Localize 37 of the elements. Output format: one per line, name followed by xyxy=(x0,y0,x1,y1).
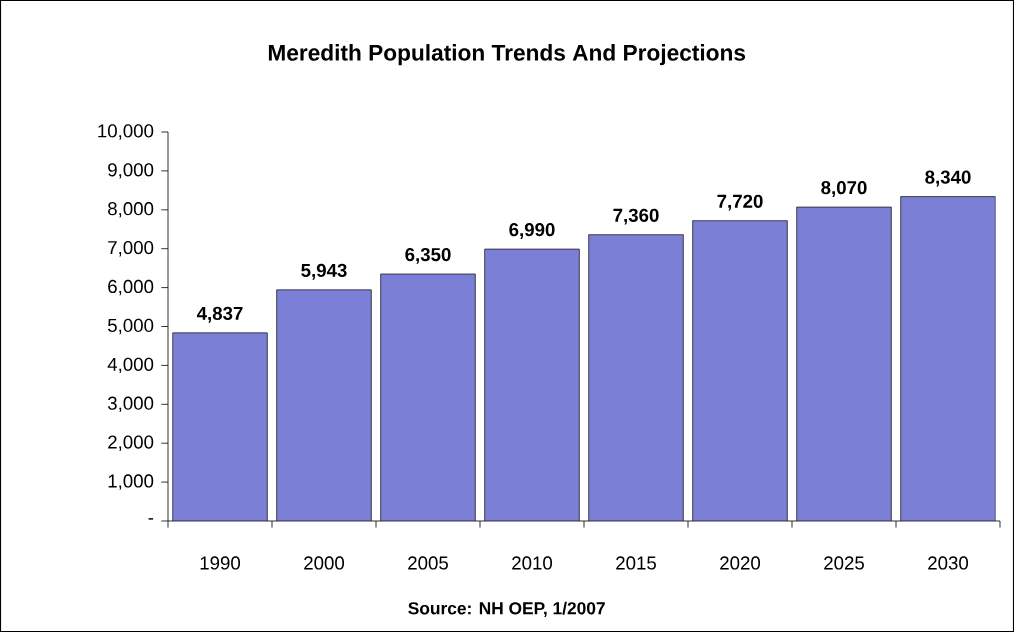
x-tick-label: 2030 xyxy=(928,556,969,570)
y-tick-label: 6,000 xyxy=(108,279,154,296)
bar xyxy=(692,220,788,521)
y-tick-label: 9,000 xyxy=(108,163,154,179)
bar xyxy=(796,206,892,521)
y-tick-label: 5,000 xyxy=(108,318,154,335)
y-tick-label: 7,000 xyxy=(108,240,154,257)
y-tick-label: - xyxy=(148,518,154,520)
bar xyxy=(172,332,268,521)
data-label: 8,070 xyxy=(821,181,867,197)
x-tick-label: 2010 xyxy=(512,556,553,570)
bar xyxy=(380,273,476,521)
y-tick-label: 1,000 xyxy=(108,474,154,490)
data-label: 6,350 xyxy=(405,247,451,264)
y-tick-label: 10,000 xyxy=(98,124,154,140)
data-label: 4,837 xyxy=(196,306,243,323)
bar xyxy=(900,196,996,521)
data-label: 8,340 xyxy=(925,170,971,187)
source-note: Source: NH OEP, 1/2007 xyxy=(408,601,605,617)
x-tick-label: 2015 xyxy=(616,556,656,570)
y-tick-label: 8,000 xyxy=(108,202,154,218)
bar xyxy=(484,248,580,521)
data-label: 5,943 xyxy=(301,263,347,280)
data-label: 7,360 xyxy=(613,208,659,225)
bar xyxy=(276,289,372,521)
x-tick-label: 2005 xyxy=(408,556,448,570)
x-tick-label: 2025 xyxy=(824,556,864,570)
x-tick-label: 1990 xyxy=(200,556,241,570)
y-tick-label: 3,000 xyxy=(107,396,154,413)
chart-title: Meredith Population Trends And Projections xyxy=(268,44,746,66)
bar xyxy=(588,234,684,521)
y-tick-label: 4,000 xyxy=(107,357,154,374)
data-label: 6,990 xyxy=(509,223,555,239)
data-label: 7,720 xyxy=(717,194,763,211)
x-tick-label: 2000 xyxy=(304,556,345,570)
y-tick-label: 2,000 xyxy=(108,435,154,451)
x-tick-label: 2020 xyxy=(720,556,761,570)
